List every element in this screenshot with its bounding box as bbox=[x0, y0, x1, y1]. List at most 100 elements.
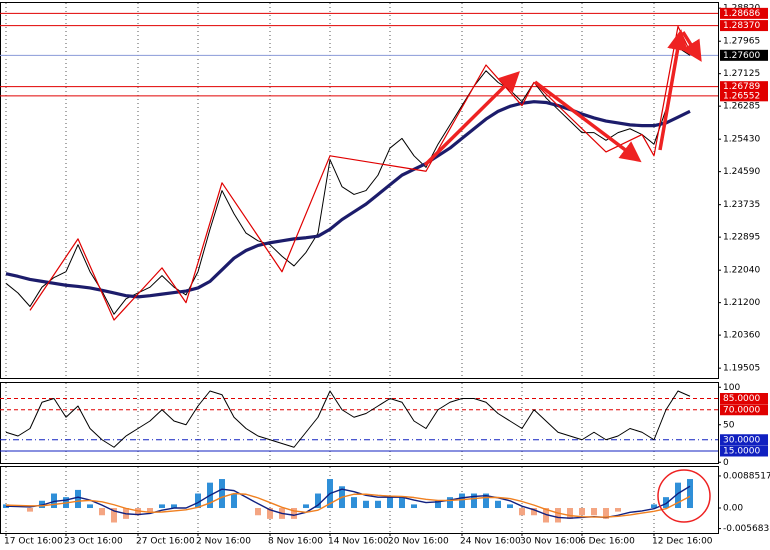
y-tick-label: 1.22040 bbox=[723, 266, 760, 276]
y-tick-label: 1.24590 bbox=[723, 167, 760, 177]
level-label-box bbox=[720, 81, 768, 93]
histogram-bar bbox=[111, 508, 117, 523]
histogram-bar bbox=[687, 479, 693, 509]
x-tick-label: 27 Oct 16:00 bbox=[136, 537, 195, 547]
annotations bbox=[423, 29, 711, 523]
arrow bbox=[681, 31, 702, 62]
level-label: 1.28370 bbox=[723, 21, 760, 31]
histogram-bar bbox=[675, 482, 681, 509]
level-label-box bbox=[720, 393, 768, 404]
level-label-box bbox=[720, 7, 768, 19]
histogram-bar bbox=[603, 508, 609, 519]
histogram-bar bbox=[399, 497, 405, 509]
level-label-box bbox=[720, 404, 768, 416]
histogram-bar bbox=[171, 504, 177, 509]
histogram-bar bbox=[471, 493, 477, 509]
histogram-bar bbox=[495, 500, 501, 509]
level-label-box bbox=[720, 434, 768, 446]
histogram-bar bbox=[555, 508, 561, 523]
histogram-bar bbox=[27, 508, 33, 512]
histogram-bar bbox=[387, 497, 393, 509]
panel: 1.288201.279651.271251.262851.254301.245… bbox=[0, 2, 768, 379]
histogram-bar bbox=[159, 504, 165, 509]
highlight-circle bbox=[657, 469, 711, 523]
panel-frame bbox=[0, 466, 719, 534]
series-line bbox=[29, 25, 691, 321]
histogram-bar bbox=[567, 508, 573, 519]
histogram-bar bbox=[459, 493, 465, 509]
arrow bbox=[423, 71, 520, 167]
histogram-bar bbox=[135, 508, 141, 516]
histogram-bar bbox=[315, 493, 321, 509]
histogram-bar bbox=[363, 500, 369, 509]
level-label-box bbox=[720, 445, 768, 457]
histogram-bar bbox=[447, 497, 453, 509]
histogram-bar bbox=[99, 508, 105, 516]
level-label: 30.0000 bbox=[723, 435, 760, 445]
histogram-bar bbox=[219, 479, 225, 509]
histogram-bar bbox=[231, 493, 237, 509]
y-tick-label: 1.25430 bbox=[723, 135, 760, 145]
panel: 0.0088517 0.00 -0.005683 bbox=[0, 466, 770, 534]
histogram-bar bbox=[147, 508, 153, 512]
panel-frame bbox=[0, 382, 719, 464]
arrow bbox=[658, 29, 688, 151]
series-line bbox=[5, 492, 691, 518]
histogram-bar bbox=[351, 497, 357, 509]
histogram-bar bbox=[579, 508, 585, 516]
y-tick-label: 100 bbox=[723, 383, 740, 393]
series-line bbox=[5, 47, 691, 315]
x-tick-label: 6 Dec 16:00 bbox=[580, 537, 635, 547]
histogram-bar bbox=[591, 508, 597, 516]
histogram-bar bbox=[411, 504, 417, 509]
histogram-bar bbox=[483, 493, 489, 509]
histogram-bar bbox=[255, 508, 261, 516]
panel-frame bbox=[0, 2, 719, 379]
histogram-bar bbox=[195, 493, 201, 509]
histogram-bar bbox=[507, 504, 513, 509]
histogram-bar bbox=[663, 497, 669, 509]
histogram-bar bbox=[303, 504, 309, 509]
y-tick-label: 1.27125 bbox=[723, 69, 760, 79]
y-tick-label: 0.00 bbox=[723, 504, 743, 514]
histogram-bar bbox=[531, 508, 537, 516]
series-line bbox=[5, 390, 691, 448]
x-tick-label: 2 Nov 16:00 bbox=[196, 537, 251, 547]
arrow bbox=[533, 80, 642, 163]
level-label: 1.28686 bbox=[723, 9, 760, 19]
x-tick-label: 14 Nov 16:00 bbox=[328, 537, 389, 547]
histogram-bar bbox=[291, 508, 297, 519]
x-tick-label: 24 Nov 16:00 bbox=[460, 537, 521, 547]
x-tick-label: 23 Oct 16:00 bbox=[64, 537, 123, 547]
level-label-box bbox=[720, 49, 768, 61]
y-tick-label: 1.21200 bbox=[723, 298, 760, 308]
level-label-box bbox=[720, 90, 768, 102]
histogram-bar bbox=[75, 489, 81, 509]
histogram-bar bbox=[87, 504, 93, 509]
histogram-bar bbox=[543, 508, 549, 523]
level-label: 15.0000 bbox=[723, 447, 760, 457]
x-tick-label: 17 Oct 16:00 bbox=[4, 537, 63, 547]
x-tick-label: 8 Nov 16:00 bbox=[268, 537, 323, 547]
level-label: 70.0000 bbox=[723, 405, 760, 415]
y-tick-label: 0 bbox=[723, 458, 729, 468]
x-tick-label: 20 Nov 16:00 bbox=[388, 537, 449, 547]
histogram-bar bbox=[651, 504, 657, 509]
y-tick-label: 0.0088517 bbox=[723, 471, 770, 481]
y-tick-label: 1.22895 bbox=[723, 233, 760, 243]
histogram-bar bbox=[51, 493, 57, 509]
y-tick-label: 1.27965 bbox=[723, 37, 760, 47]
y-tick-label: 50 bbox=[723, 420, 735, 430]
y-tick-label: 1.23735 bbox=[723, 200, 760, 210]
level-label: 1.26789 bbox=[723, 82, 760, 92]
level-label: 1.26552 bbox=[723, 91, 760, 101]
x-tick-label: 30 Nov 16:00 bbox=[520, 537, 581, 547]
histogram-bar bbox=[267, 508, 273, 519]
histogram-bar bbox=[519, 508, 525, 516]
y-tick-label: -0.005683 bbox=[723, 524, 769, 534]
series-line bbox=[5, 485, 691, 519]
